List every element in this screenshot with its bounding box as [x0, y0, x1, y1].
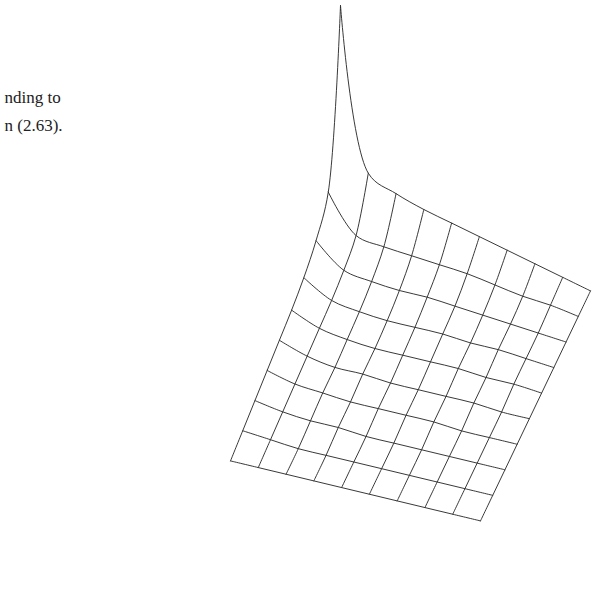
svg-text:n (2.63).: n (2.63). [5, 116, 63, 135]
svg-text:nding to: nding to [5, 88, 61, 107]
